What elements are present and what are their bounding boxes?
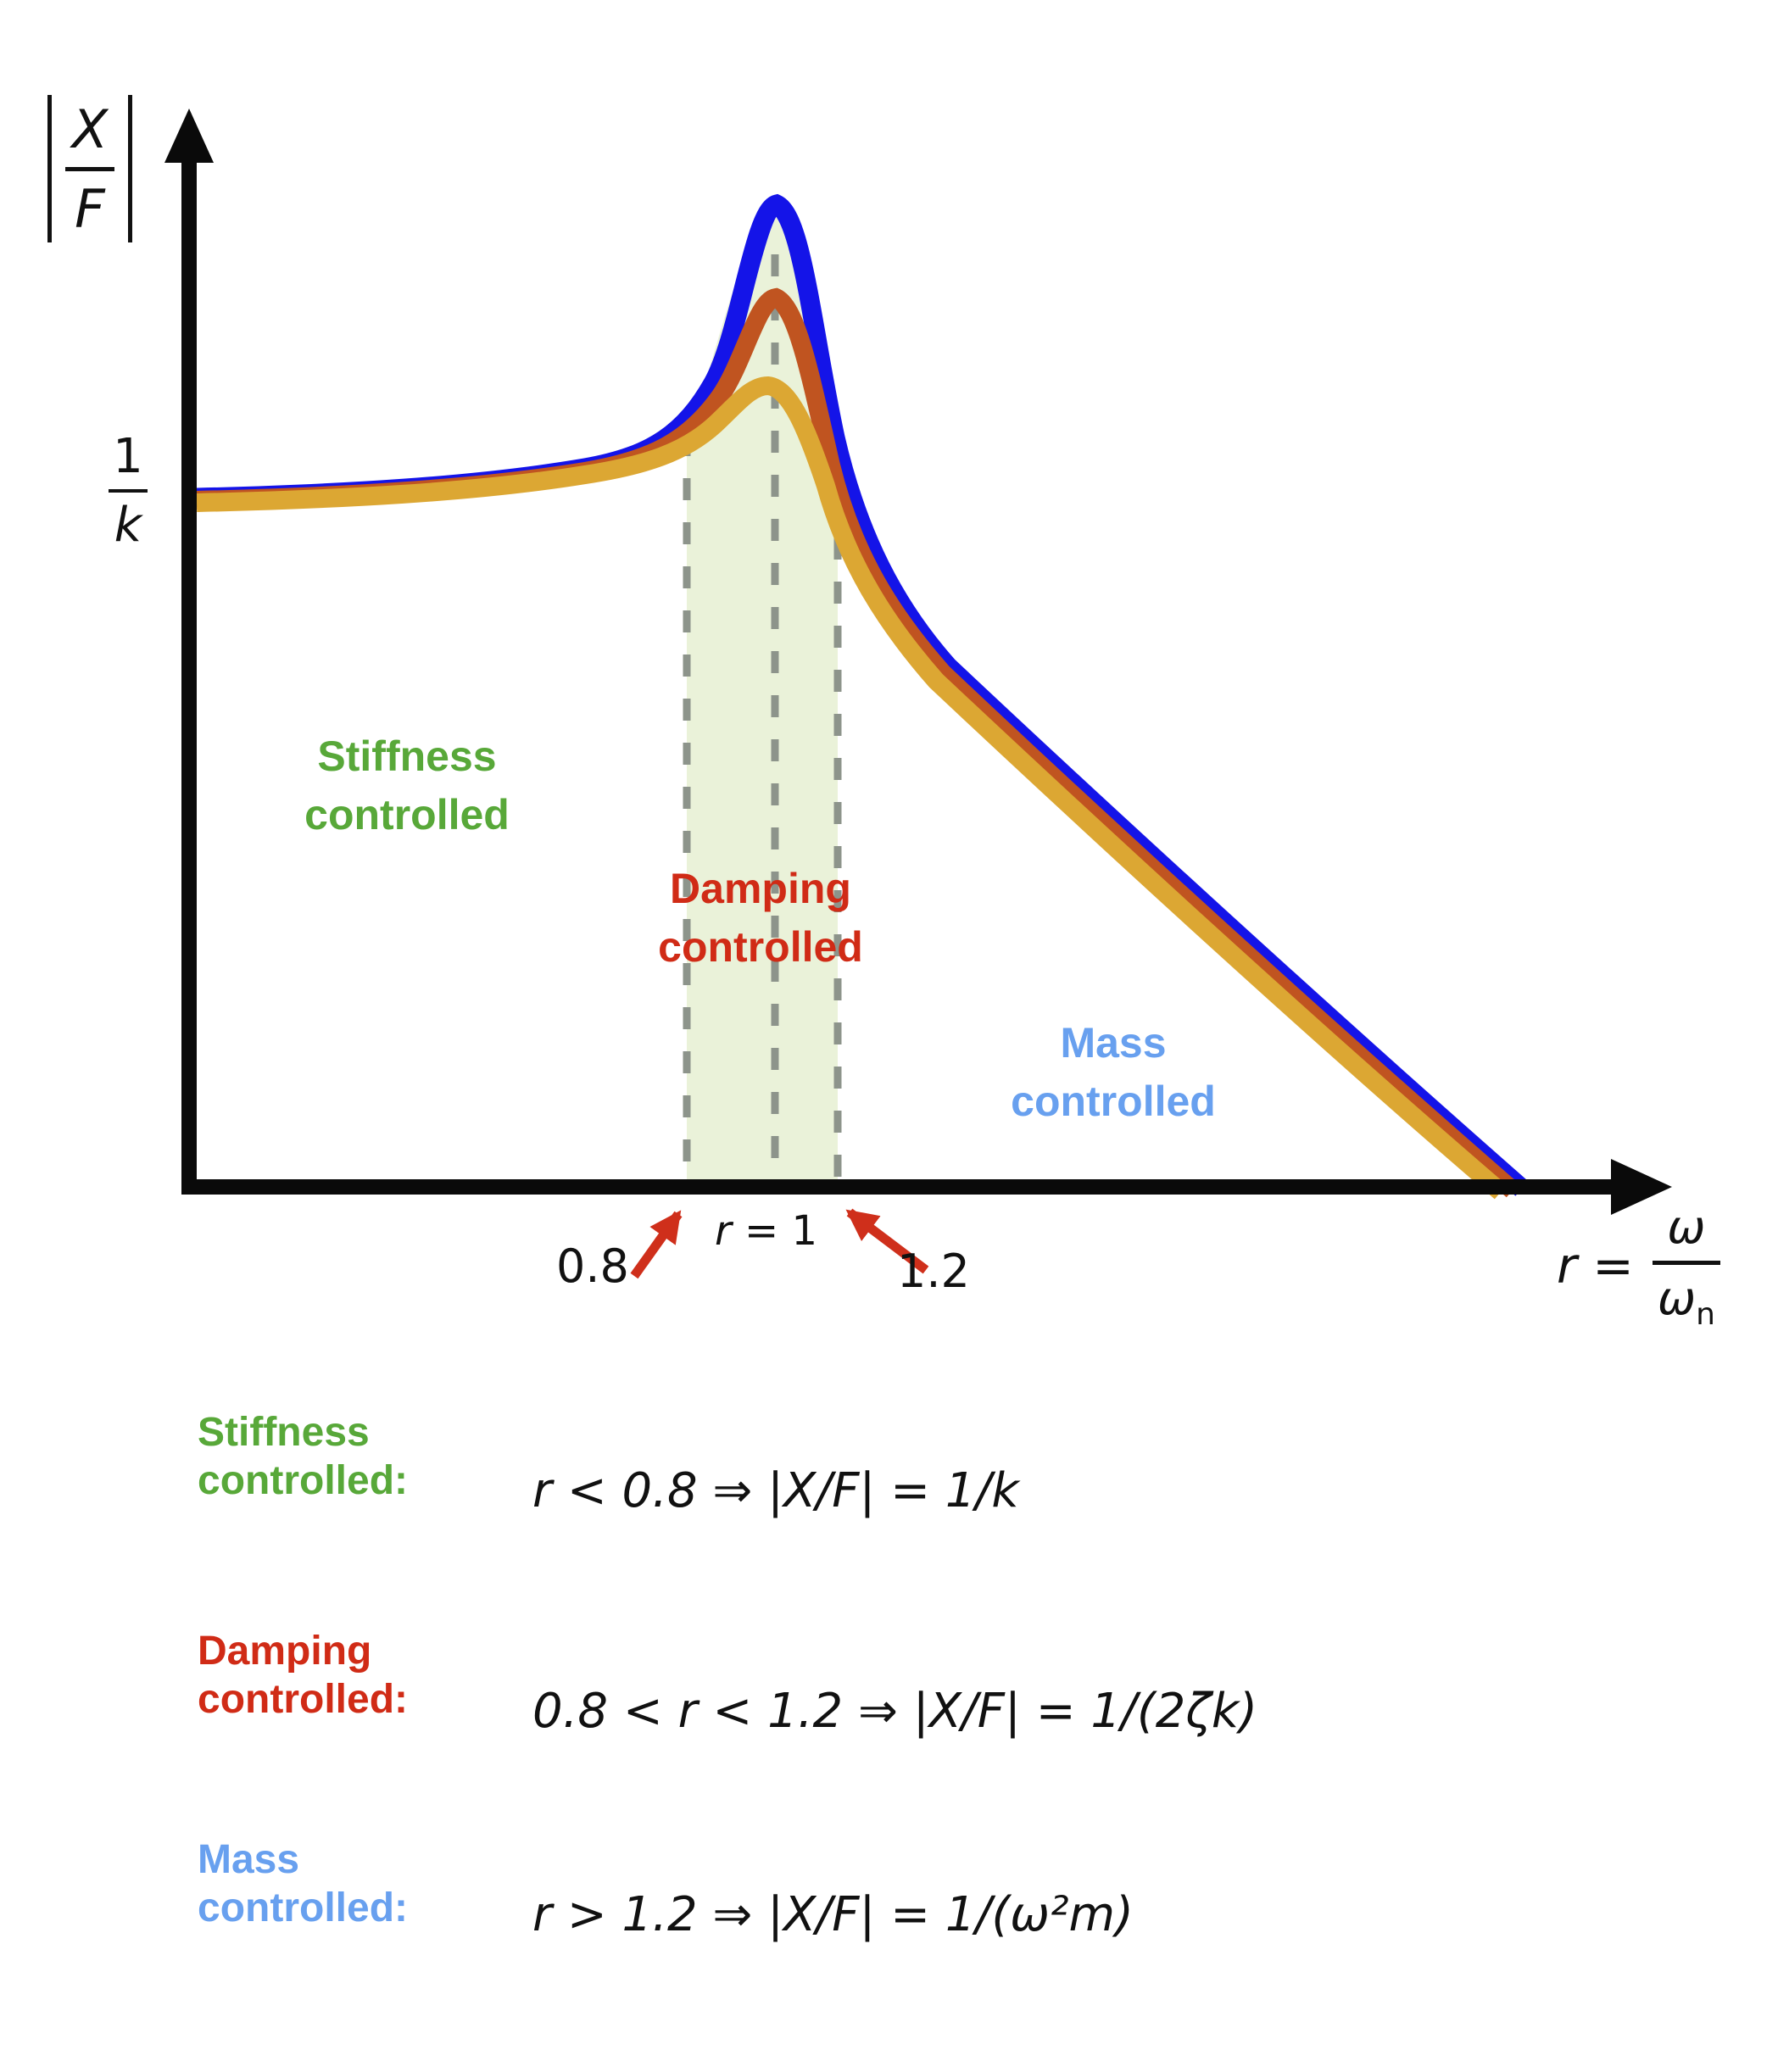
x-axis-arrowhead bbox=[1611, 1159, 1672, 1215]
frf-chart-canvas bbox=[164, 109, 1672, 1279]
x-axis-numerator: ω bbox=[1667, 1200, 1706, 1254]
y-tick-denominator: k bbox=[114, 498, 142, 553]
arrow-to-0.8 bbox=[630, 1210, 683, 1279]
x-tick-r-equals-1: r = 1 bbox=[715, 1207, 818, 1255]
fraction-bar bbox=[1652, 1261, 1720, 1265]
region-label-mass: Mass controlled bbox=[1011, 1019, 1216, 1125]
y-tick-1-over-k: 1 k bbox=[109, 429, 148, 553]
y-axis-fraction: X F bbox=[65, 95, 114, 242]
x-tick-0.8: 0.8 bbox=[556, 1239, 629, 1293]
x-axis-label: r = ω ωn bbox=[1557, 1200, 1720, 1332]
fraction-bar bbox=[109, 489, 148, 493]
y-axis-denominator: F bbox=[75, 177, 105, 240]
legend-label-stiffness: Stiffness controlled: bbox=[198, 1410, 408, 1503]
legend-label-mass: Mass controlled: bbox=[198, 1837, 408, 1930]
region-label-stiffness: Stiffness controlled bbox=[304, 732, 510, 838]
y-axis-label: X F bbox=[47, 95, 132, 242]
x-tick-1.2: 1.2 bbox=[897, 1245, 970, 1298]
x-axis-fraction: ω ωn bbox=[1652, 1200, 1720, 1332]
legend-formula-stiffness: r < 0.8 ⇒ |X/F| = 1/k bbox=[532, 1463, 1019, 1518]
legend-formula-mass: r > 1.2 ⇒ |X/F| = 1/(ω²m) bbox=[532, 1887, 1134, 1942]
abs-bar-left bbox=[47, 95, 52, 242]
region-label-damping: Damping controlled bbox=[658, 865, 863, 971]
curve-large-damping bbox=[196, 376, 1508, 1200]
legend-label-damping: Damping controlled: bbox=[198, 1629, 408, 1722]
x-axis-denominator-subscript: n bbox=[1696, 1296, 1715, 1332]
legend-formula-damping: 0.8 < r < 1.2 ⇒ |X/F| = 1/(2ζk) bbox=[532, 1684, 1258, 1739]
arrow-to-1.2 bbox=[845, 1208, 929, 1274]
y-axis-numerator: X bbox=[71, 97, 109, 160]
y-axis-arrowhead bbox=[164, 109, 214, 163]
x-axis-denominator: ωn bbox=[1657, 1272, 1715, 1332]
y-tick-numerator: 1 bbox=[113, 429, 143, 484]
fraction-bar bbox=[65, 166, 114, 171]
abs-bar-right bbox=[128, 95, 132, 242]
x-axis-prefix: r = bbox=[1557, 1237, 1634, 1295]
damping-band-fill bbox=[687, 206, 838, 1187]
